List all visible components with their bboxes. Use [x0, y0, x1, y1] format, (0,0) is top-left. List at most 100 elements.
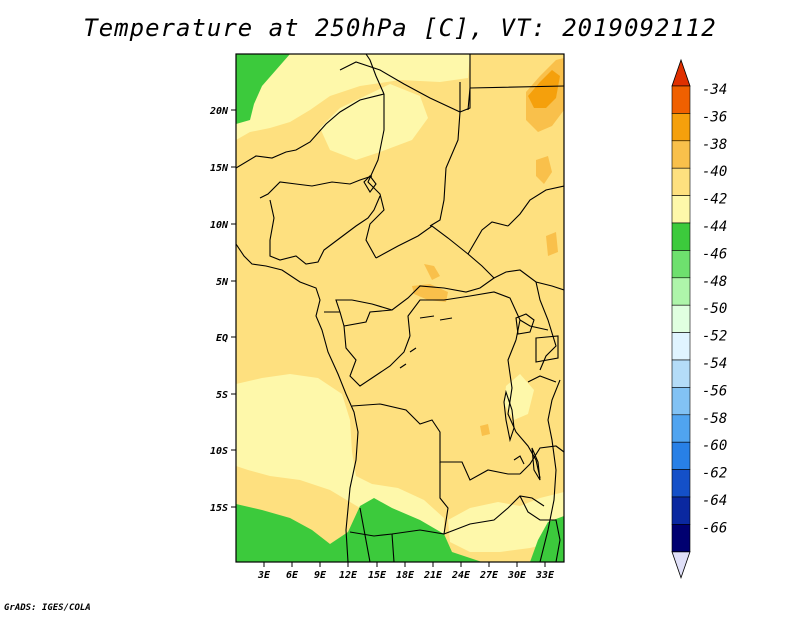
- colorbar-label: -40: [702, 164, 727, 180]
- latitude-axis: 20N 15N 10N 5N EQ 5S 10S 15S: [209, 106, 236, 514]
- temperature-field: [236, 54, 564, 562]
- field-light-south: [236, 374, 444, 540]
- colorbar-swatch: [671, 277, 691, 306]
- lat-label: 5S: [216, 390, 228, 401]
- colorbar: -34 -36 -38 -40 -42 -44 -46 -48 -50 -52 -54 -56 -58 -…: [671, 58, 727, 580]
- lon-label: 18E: [396, 570, 415, 581]
- colorbar-label: -48: [702, 274, 727, 290]
- lon-label: 24E: [451, 570, 471, 581]
- colorbar-label: -46: [702, 246, 727, 262]
- colorbar-label: -38: [702, 137, 727, 153]
- map-borders: [236, 54, 564, 562]
- colorbar-label: -62: [702, 466, 727, 482]
- colorbar-label: -50: [702, 301, 727, 317]
- lon-label: 33E: [535, 570, 555, 581]
- border-angola: [349, 462, 449, 537]
- border-drc-east: [507, 339, 541, 479]
- field-green-south: [236, 498, 482, 562]
- colorbar-swatch: [671, 167, 691, 196]
- colorbar-swatch: [671, 496, 691, 525]
- colorbar-swatch: [671, 469, 691, 498]
- colorbar-label: -56: [702, 383, 727, 399]
- colorbar-label: -60: [702, 438, 727, 454]
- border-moz: [519, 495, 561, 562]
- field-light-north: [236, 54, 470, 140]
- longitude-axis: 3E 6E 9E 12E 15E 18E 21E 24E 27E 30E 33E: [257, 562, 555, 581]
- colorbar-label: -42: [702, 192, 727, 208]
- colorbar-swatch: [671, 85, 691, 114]
- border-chad-sudan: [429, 111, 461, 227]
- border-zambia: [443, 495, 545, 535]
- border-east-box: [535, 335, 559, 363]
- colorbar-label: -66: [702, 520, 727, 536]
- border-chad-west: [365, 94, 385, 259]
- lon-label: 9E: [314, 570, 327, 581]
- lat-label: EQ: [216, 333, 228, 344]
- border-drc-south: [351, 403, 520, 481]
- field-orange-chad: [424, 264, 440, 280]
- lon-label: 21E: [423, 570, 443, 581]
- colorbar-swatch: [671, 304, 691, 333]
- colorbar-label: -54: [702, 356, 727, 372]
- colorbar-swatch: [671, 140, 691, 169]
- lon-label: 15E: [368, 570, 387, 581]
- border-ethiopia: [507, 185, 564, 227]
- field-orange-ne2: [536, 156, 552, 184]
- lat-label: 15S: [210, 503, 228, 514]
- rivers-central: [399, 315, 525, 465]
- lake-victoria: [515, 313, 535, 335]
- lon-label: 27E: [479, 570, 499, 581]
- field-green-se: [530, 516, 564, 562]
- border-gabon-congo: [343, 325, 411, 387]
- map-frame: [235, 53, 565, 563]
- border-cameroon-south: [324, 299, 393, 327]
- colorbar-swatch: [671, 414, 691, 443]
- colorbar-label: -34: [702, 82, 727, 98]
- lat-label: 15N: [210, 163, 229, 174]
- field-light-sahara: [320, 84, 428, 160]
- lon-label: 3E: [257, 570, 271, 581]
- colorbar-swatch: [671, 524, 691, 553]
- colorbar-label: -36: [702, 109, 727, 125]
- colorbar-swatch: [671, 359, 691, 388]
- border-niger-mali: [236, 93, 385, 169]
- colorbar-swatch: [671, 195, 691, 224]
- colorbar-swatch: [671, 113, 691, 142]
- border-car: [351, 225, 495, 311]
- field-darkorange-ne: [528, 70, 560, 108]
- colorbar-swatch: [671, 332, 691, 361]
- lon-label: 6E: [286, 570, 299, 581]
- lake-malawi: [531, 447, 541, 481]
- border-south-sudan: [467, 221, 564, 291]
- colorbar-top-arrow: [671, 58, 691, 87]
- coastline-east: [539, 379, 561, 562]
- colorbar-swatch: [671, 222, 691, 251]
- field-orange-car: [412, 284, 448, 302]
- colorbar-swatch: [671, 387, 691, 416]
- lat-label: 10N: [210, 220, 229, 231]
- lake-tanganyika: [503, 389, 515, 443]
- field-green-nw: [236, 54, 290, 124]
- lon-label: 12E: [339, 570, 358, 581]
- colorbar-label: -64: [702, 493, 727, 509]
- border-sudan-east: [467, 85, 564, 111]
- lat-label: 20N: [209, 106, 229, 117]
- field-light-southeast: [448, 492, 564, 552]
- lon-label: 30E: [507, 570, 527, 581]
- lat-label: 10S: [210, 446, 228, 457]
- colorbar-label: -58: [702, 411, 727, 427]
- border-namibia: [359, 507, 395, 562]
- colorbar-label: -52: [702, 329, 727, 345]
- colorbar-bottom-arrow: [671, 551, 691, 580]
- coastline-west: [236, 243, 359, 562]
- chart-title: Temperature at 250hPa [C], VT: 201909211…: [83, 14, 717, 42]
- colorbar-swatch: [671, 250, 691, 279]
- border-drc-north: [407, 291, 521, 341]
- border-kenya-uganda: [519, 281, 557, 371]
- lake-chad: [363, 175, 377, 193]
- colorbar-label: -44: [702, 219, 727, 235]
- field-orange-tz: [480, 424, 490, 436]
- colorbar-swatch: [671, 441, 691, 470]
- border-tanzania: [519, 375, 564, 475]
